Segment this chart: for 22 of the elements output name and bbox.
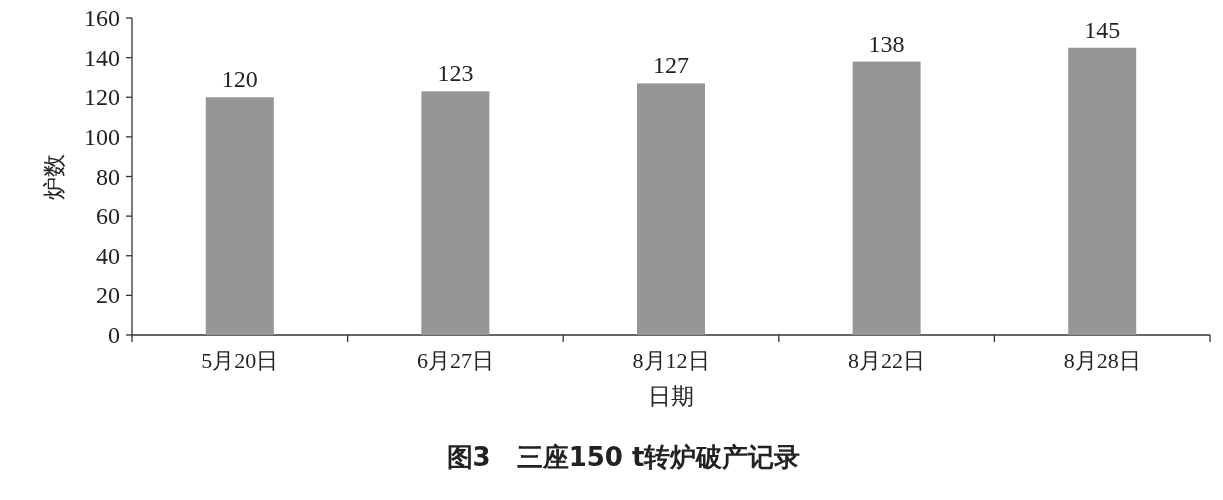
- y-tick-label: 40: [96, 242, 120, 269]
- x-tick-label: 8月22日: [848, 348, 926, 373]
- x-tick-label: 5月20日: [201, 348, 279, 373]
- text: 图3 三座150 t转炉破产记录: [446, 442, 801, 472]
- x-tick-label: 8月28日: [1063, 348, 1141, 373]
- data-label: 120: [221, 66, 258, 93]
- data-label: 138: [868, 30, 905, 57]
- y-tick-label: 140: [84, 44, 120, 71]
- y-tick-label: 120: [84, 84, 120, 111]
- data-label: 127: [653, 52, 689, 79]
- data-label: 145: [1084, 16, 1121, 43]
- x-tick-label: 8月12日: [632, 348, 710, 373]
- y-tick-label: 160: [84, 5, 120, 31]
- x-tick-label: 6月27日: [416, 348, 494, 373]
- y-tick-label: 0: [108, 322, 120, 348]
- y-tick-label: 100: [84, 123, 120, 150]
- data-label: 123: [437, 60, 474, 87]
- y-tick-label: 60: [96, 203, 120, 230]
- y-tick-label: 80: [96, 163, 120, 190]
- y-axis-title: 炉数: [42, 153, 67, 200]
- x-axis-title: 日期: [648, 384, 694, 409]
- y-tick-label: 20: [96, 282, 120, 309]
